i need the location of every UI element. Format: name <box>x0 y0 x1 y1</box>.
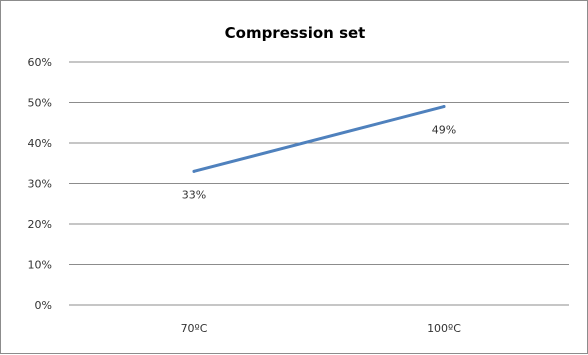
gridlines <box>69 61 569 306</box>
data-point <box>442 105 446 109</box>
data-label: 49% <box>432 124 456 137</box>
y-axis-tick-labels: 0% 10% 20% 30% 40% 50% 60% <box>28 56 52 312</box>
series-layer <box>192 105 446 173</box>
y-tick-label: 30% <box>28 178 52 191</box>
data-point <box>192 169 196 173</box>
x-axis-tick-labels: 70ºC 100ºC <box>181 322 462 335</box>
data-label: 33% <box>182 188 206 201</box>
y-tick-label: 10% <box>28 259 52 272</box>
y-tick-label: 0% <box>35 299 52 312</box>
chart-title: Compression set <box>225 24 366 42</box>
x-tick-label: 70ºC <box>181 322 208 335</box>
series-line <box>192 105 446 173</box>
y-tick-label: 20% <box>28 218 52 231</box>
data-labels: 33% 49% <box>182 124 456 202</box>
y-tick-label: 40% <box>28 137 52 150</box>
x-tick-label: 100ºC <box>427 322 461 335</box>
y-tick-label: 60% <box>28 56 52 69</box>
y-tick-label: 50% <box>28 97 52 110</box>
